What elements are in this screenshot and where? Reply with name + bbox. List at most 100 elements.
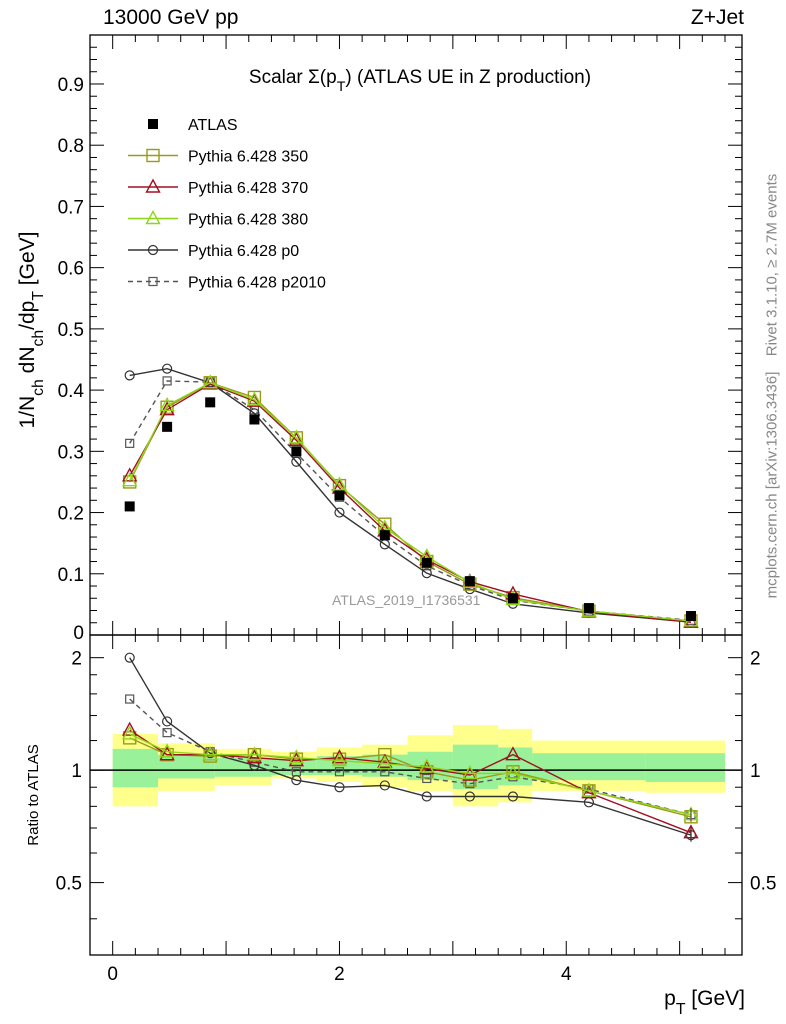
- data-point: [505, 764, 521, 780]
- legend-marker: [148, 119, 158, 129]
- uncertainty-band-green: [158, 754, 215, 779]
- series-line: [129, 657, 692, 836]
- legend-marker: [148, 276, 158, 287]
- data-point: [507, 593, 518, 604]
- uncertainty-band-green: [645, 753, 725, 782]
- y-axis-label: 1/Nch dNch/dpT [GeV]: [16, 231, 47, 428]
- data-point: [291, 446, 302, 457]
- series-pythia-6-428-p0: [124, 652, 697, 841]
- analysis-watermark: ATLAS_2019_I1736531: [332, 592, 481, 608]
- legend: ATLAS Pythia 6.428 350 Pythia 6.428 370 Pyt…: [128, 117, 326, 292]
- data-point: [159, 396, 175, 412]
- data-point: [122, 721, 138, 736]
- legend-item-pythia-6-428-380: Pythia 6.428 380: [128, 210, 308, 229]
- data-point: [291, 775, 302, 786]
- data-point: [125, 694, 135, 704]
- data-point: [246, 391, 263, 406]
- legend-label: ATLAS: [188, 117, 238, 134]
- series-pythia-6-428-380: [122, 374, 699, 627]
- legend-label: Pythia 6.428 350: [188, 149, 308, 166]
- x-axis-label: pT [GeV]: [664, 987, 745, 1018]
- y-tick-label: 0.4: [58, 381, 85, 402]
- data-point: [203, 749, 217, 763]
- series-line: [129, 367, 692, 623]
- data-point: [378, 747, 392, 762]
- data-point: [202, 746, 218, 761]
- ratio-y-tick-label-right: 2: [750, 649, 761, 670]
- data-point: [122, 475, 137, 489]
- data-point: [291, 456, 302, 467]
- data-point: [464, 791, 475, 802]
- data-point: [122, 472, 138, 487]
- series-line: [129, 737, 692, 818]
- y-tick-label: 0.6: [58, 259, 84, 280]
- legend-marker: [145, 178, 161, 193]
- data-point: [159, 746, 175, 761]
- data-point: [124, 652, 135, 663]
- data-point: [464, 576, 475, 587]
- data-point: [379, 530, 390, 541]
- legend-label: Pythia 6.428 p2010: [188, 275, 326, 292]
- data-point: [421, 568, 432, 579]
- data-point: [583, 603, 594, 614]
- uncertainty-band-green: [214, 757, 272, 777]
- data-point: [331, 476, 348, 491]
- data-point: [377, 753, 393, 768]
- data-point: [331, 749, 348, 764]
- ratio-y-tick-label: 2: [71, 649, 82, 670]
- data-point: [124, 370, 135, 381]
- data-point: [122, 725, 138, 740]
- y-tick-label: 0.7: [58, 197, 84, 218]
- series-pythia-6-428-p2010: [125, 376, 696, 625]
- data-point: [334, 782, 345, 793]
- data-point: [249, 414, 260, 425]
- uncertainty-band-green: [271, 759, 317, 776]
- ratio-y-tick-label-right: 0.5: [750, 874, 776, 895]
- x-tick-label: 2: [334, 964, 345, 985]
- data-point: [288, 429, 305, 444]
- legend-item-pythia-6-428-350: Pythia 6.428 350: [128, 149, 308, 166]
- process-label: Z+Jet: [690, 6, 744, 29]
- series-pythia-6-428-350: [122, 376, 698, 628]
- legend-label: Pythia 6.428 p0: [188, 243, 299, 260]
- data-point: [507, 791, 519, 802]
- legend-item-pythia-6-428-p2010: Pythia 6.428 p2010: [128, 275, 326, 292]
- data-point: [162, 421, 173, 432]
- data-point: [421, 557, 432, 568]
- legend-label: Pythia 6.428 380: [188, 212, 308, 229]
- series-pythia-6-428-370: [122, 375, 699, 628]
- data-point: [124, 501, 135, 512]
- data-point: [162, 363, 173, 374]
- legend-marker: [145, 210, 161, 225]
- x-tick-label: 0: [107, 964, 118, 985]
- data-point: [125, 438, 135, 448]
- legend-item-atlas: ATLAS: [148, 117, 238, 134]
- x-tick-label: 4: [561, 964, 572, 985]
- legend-marker: [146, 148, 160, 163]
- series-line: [129, 381, 692, 622]
- beam-label: 13000 GeV pp: [103, 6, 239, 29]
- y-tick-label: 0.5: [58, 320, 84, 341]
- legend-marker: [147, 244, 159, 256]
- series-atlas: [124, 397, 696, 622]
- data-point: [246, 746, 263, 761]
- legend-item-pythia-6-428-p0: Pythia 6.428 p0: [128, 243, 299, 260]
- data-point: [462, 764, 478, 780]
- data-point: [331, 752, 348, 767]
- y-tick-label: 0.3: [58, 442, 84, 463]
- chart-title: Scalar Σ(pT) (ATLAS UE in Z production): [249, 67, 591, 95]
- data-point: [159, 401, 175, 416]
- ratio-panel: 0 2 4 0.5 0.5 1 1 2 2: [56, 634, 776, 985]
- data-point: [162, 728, 172, 738]
- ratio-frame: [89, 634, 743, 956]
- legend-label: Pythia 6.428 370: [188, 180, 308, 197]
- data-point: [377, 755, 393, 770]
- series-line: [129, 698, 692, 816]
- y-tick-label: 0: [73, 623, 84, 644]
- data-point: [379, 780, 390, 791]
- data-point: [685, 611, 696, 622]
- series-line: [129, 733, 692, 816]
- data-point: [334, 507, 345, 518]
- ratio-y-tick-label: 0.5: [56, 874, 82, 895]
